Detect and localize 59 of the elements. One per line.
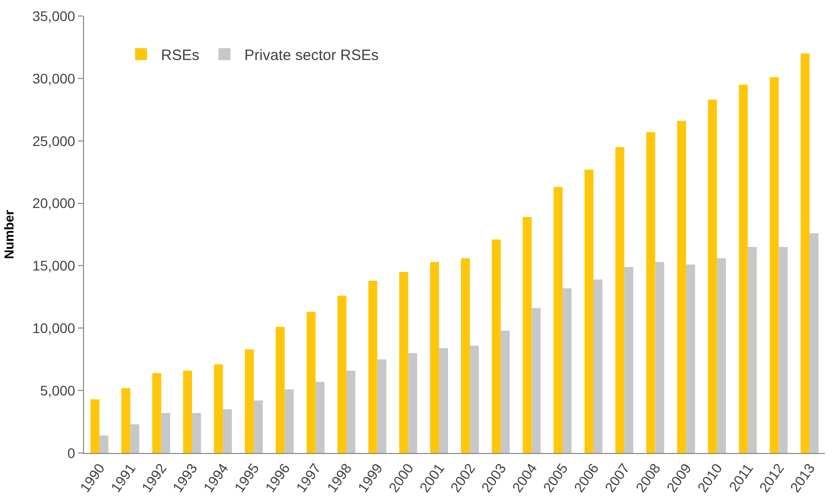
bar: [460, 258, 470, 453]
bar: [408, 353, 418, 453]
bar: [716, 258, 726, 453]
bar: [492, 239, 501, 453]
bar: [439, 348, 448, 453]
bar: [810, 233, 819, 453]
bar: [615, 147, 624, 453]
bar: [222, 409, 232, 453]
legend-label: Private sector RSEs: [244, 46, 379, 64]
bar: [121, 388, 130, 453]
y-tick-label: 5,000: [40, 382, 76, 398]
bar: [770, 77, 779, 453]
bar: [368, 280, 378, 453]
bar: [306, 312, 316, 453]
bar: [738, 84, 748, 453]
y-tick-label: 30,000: [32, 70, 76, 86]
bar: [161, 413, 170, 453]
bar: [655, 262, 664, 453]
y-axis-title: Number: [1, 210, 16, 260]
bar: [244, 349, 254, 453]
y-tick-label: 20,000: [32, 195, 76, 212]
bar: [708, 100, 717, 453]
bar: [284, 389, 294, 453]
bar: [430, 262, 440, 453]
bar: [192, 413, 202, 453]
bar: [276, 326, 285, 453]
bar: [646, 132, 656, 453]
bar: [399, 272, 408, 453]
y-tick-label: 35,000: [32, 8, 76, 24]
bar: [254, 400, 263, 453]
bar: [152, 373, 162, 453]
bar: [522, 217, 532, 453]
bar: [500, 330, 510, 453]
bar: [593, 279, 602, 453]
bar: [562, 288, 572, 453]
bar: [584, 170, 594, 453]
y-tick-label: 0: [67, 444, 76, 461]
bar: [686, 264, 696, 453]
legend-label: RSEs: [161, 46, 200, 64]
bar: [470, 346, 479, 453]
bar: [90, 399, 100, 453]
y-tick-label: 15,000: [32, 258, 76, 274]
bar: [532, 308, 541, 453]
bar: [99, 436, 108, 453]
bar: [800, 53, 810, 453]
bar: [748, 246, 757, 453]
bar: [183, 370, 192, 453]
bar: [778, 246, 788, 453]
y-tick-label: 25,000: [32, 132, 76, 149]
bar: [377, 359, 386, 453]
bar: [624, 266, 634, 453]
bar: [316, 382, 325, 453]
y-tick-label: 10,000: [32, 320, 76, 336]
bar: [677, 120, 686, 453]
bar: [337, 296, 346, 453]
bar: [346, 370, 356, 453]
bar: [130, 424, 140, 453]
bar: [214, 364, 223, 453]
bar: [554, 187, 563, 453]
